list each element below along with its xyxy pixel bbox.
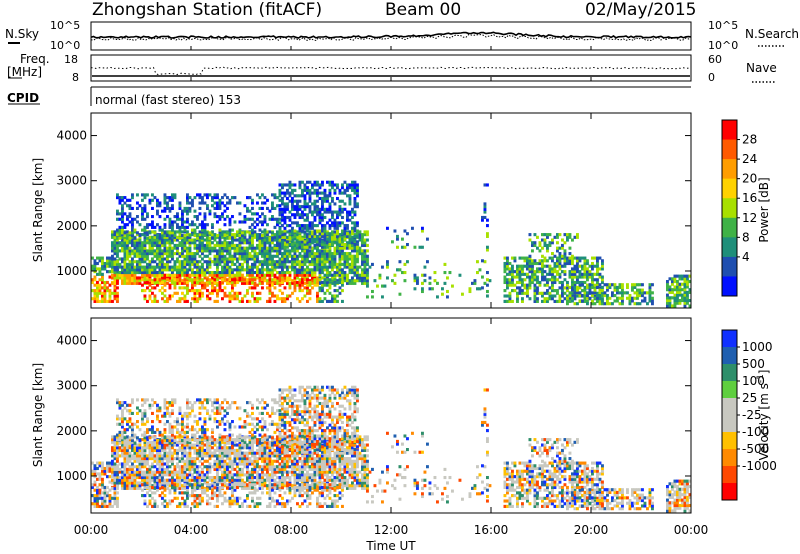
time-axis: 00:00 04:00 08:00 12:00 16:00 20:00 00:00	[74, 46, 709, 537]
colorbar-swatch	[722, 178, 737, 199]
x-tick-label: 16:00	[474, 523, 509, 537]
y-tick-label: 1000	[56, 469, 87, 483]
colorbar-swatch	[722, 276, 737, 297]
power-heatmap	[91, 180, 691, 308]
nave-label: Nave	[746, 61, 777, 75]
nave-tick-bottom: 0	[708, 71, 715, 84]
colorbar-swatch	[722, 483, 737, 501]
power-colorbar: 28 24 20 16 12 8 4	[721, 119, 757, 297]
colorbar-tick-label: 500	[742, 357, 765, 371]
colorbar-tick-label: 25	[742, 391, 757, 405]
colorbar-swatch	[722, 466, 737, 484]
colorbar-tick-label: 24	[742, 152, 757, 166]
noise-right-tick-bottom: 10^0	[708, 39, 738, 52]
colorbar-swatch	[722, 330, 737, 348]
time-axis-label: Time UT	[365, 539, 416, 553]
x-tick-label: 04:00	[174, 523, 209, 537]
colorbar-swatch	[722, 381, 737, 399]
y-tick-label: 4000	[56, 129, 87, 143]
y-tick-label: 4000	[56, 334, 87, 348]
noise-search-label: N.Search	[745, 27, 799, 41]
y-tick-label: 1000	[56, 264, 87, 278]
colorbar-swatch	[722, 415, 737, 433]
colorbar-tick-label: -500	[742, 442, 769, 456]
y-tick-label: 3000	[56, 379, 87, 393]
y-tick-label: 3000	[56, 174, 87, 188]
colorbar-swatch	[722, 159, 737, 180]
date-label: 02/May/2015	[585, 0, 697, 20]
colorbar-tick-label: 4	[742, 250, 750, 264]
freq-tick-bottom: 8	[72, 71, 79, 84]
colorbar-swatch	[722, 364, 737, 382]
power-y-axis: 1000 2000 3000 4000	[56, 129, 691, 278]
velocity-colorbar-label: Velocity [m s-1]	[756, 370, 771, 461]
velocity-y-axis: 1000 2000 3000 4000	[56, 334, 691, 483]
colorbar-tick-label: 100	[742, 374, 765, 388]
nave-tick-top: 60	[708, 53, 722, 66]
freq-label: Freq.	[20, 52, 50, 66]
velocity-colorbar: 1000 500 100 25 -25 -100 -500 -1000	[721, 329, 777, 501]
x-tick-label: 08:00	[274, 523, 309, 537]
colorbar-swatch	[722, 120, 737, 141]
colorbar-swatch	[722, 432, 737, 450]
freq-panel: Freq. [MHz] 18 8 60 0 Nave	[7, 52, 777, 84]
colorbar-swatch	[722, 237, 737, 258]
x-tick-label: 20:00	[574, 523, 609, 537]
power-ylabel: Slant Range [km]	[31, 158, 45, 262]
colorbar-swatch	[722, 449, 737, 467]
velocity-panel: 1000 2000 3000 4000 Slant Range [km] 1000 50…	[31, 317, 777, 514]
y-tick-label: 2000	[56, 219, 87, 233]
x-tick-label: 12:00	[374, 523, 409, 537]
cpid-panel: CPID normal (fast stereo) 153	[7, 86, 691, 107]
colorbar-tick-label: 1000	[742, 340, 773, 354]
cpid-value: normal (fast stereo) 153	[95, 93, 241, 107]
station-title: Zhongshan Station (fitACF)	[92, 0, 322, 20]
freq-tick-top: 18	[64, 53, 78, 66]
noise-left-tick-top: 10^5	[50, 19, 80, 32]
colorbar-tick-label: 20	[742, 172, 757, 186]
x-tick-label: 00:00	[74, 523, 109, 537]
colorbar-tick-label: 8	[742, 230, 750, 244]
freq-unit-label: [MHz]	[7, 65, 42, 79]
noise-panel: N.Sky 10^5 10^0 10^5 10^0 N.Search	[5, 19, 799, 52]
colorbar-tick-label: -1000	[742, 459, 777, 473]
noise-search-line	[90, 34, 692, 42]
beam-label: Beam 00	[385, 0, 461, 20]
y-tick-label: 2000	[56, 424, 87, 438]
colorbar-tick-label: 16	[742, 191, 757, 205]
power-colorbar-label: Power [dB]	[757, 177, 771, 242]
velocity-ylabel: Slant Range [km]	[31, 363, 45, 467]
x-tick-label: 00:00	[674, 523, 709, 537]
colorbar-swatch	[722, 347, 737, 365]
colorbar-swatch	[722, 139, 737, 160]
colorbar-swatch	[722, 198, 737, 219]
colorbar-tick-label: -25	[742, 408, 762, 422]
colorbar-tick-label: 12	[742, 211, 757, 225]
cpid-label: CPID	[7, 91, 39, 105]
colorbar-swatch	[722, 398, 737, 416]
colorbar-swatch	[722, 256, 737, 277]
noise-sky-label: N.Sky	[5, 27, 39, 41]
noise-left-tick-bottom: 10^0	[50, 39, 80, 52]
velocity-heatmap	[91, 385, 691, 513]
nave-line	[91, 66, 692, 76]
noise-right-tick-top: 10^5	[708, 19, 738, 32]
colorbar-swatch	[722, 217, 737, 238]
power-panel: 1000 2000 3000 4000 Slant Range [km] 28 24 20…	[31, 112, 771, 309]
colorbar-tick-label: -100	[742, 425, 769, 439]
colorbar-tick-label: 28	[742, 133, 757, 147]
